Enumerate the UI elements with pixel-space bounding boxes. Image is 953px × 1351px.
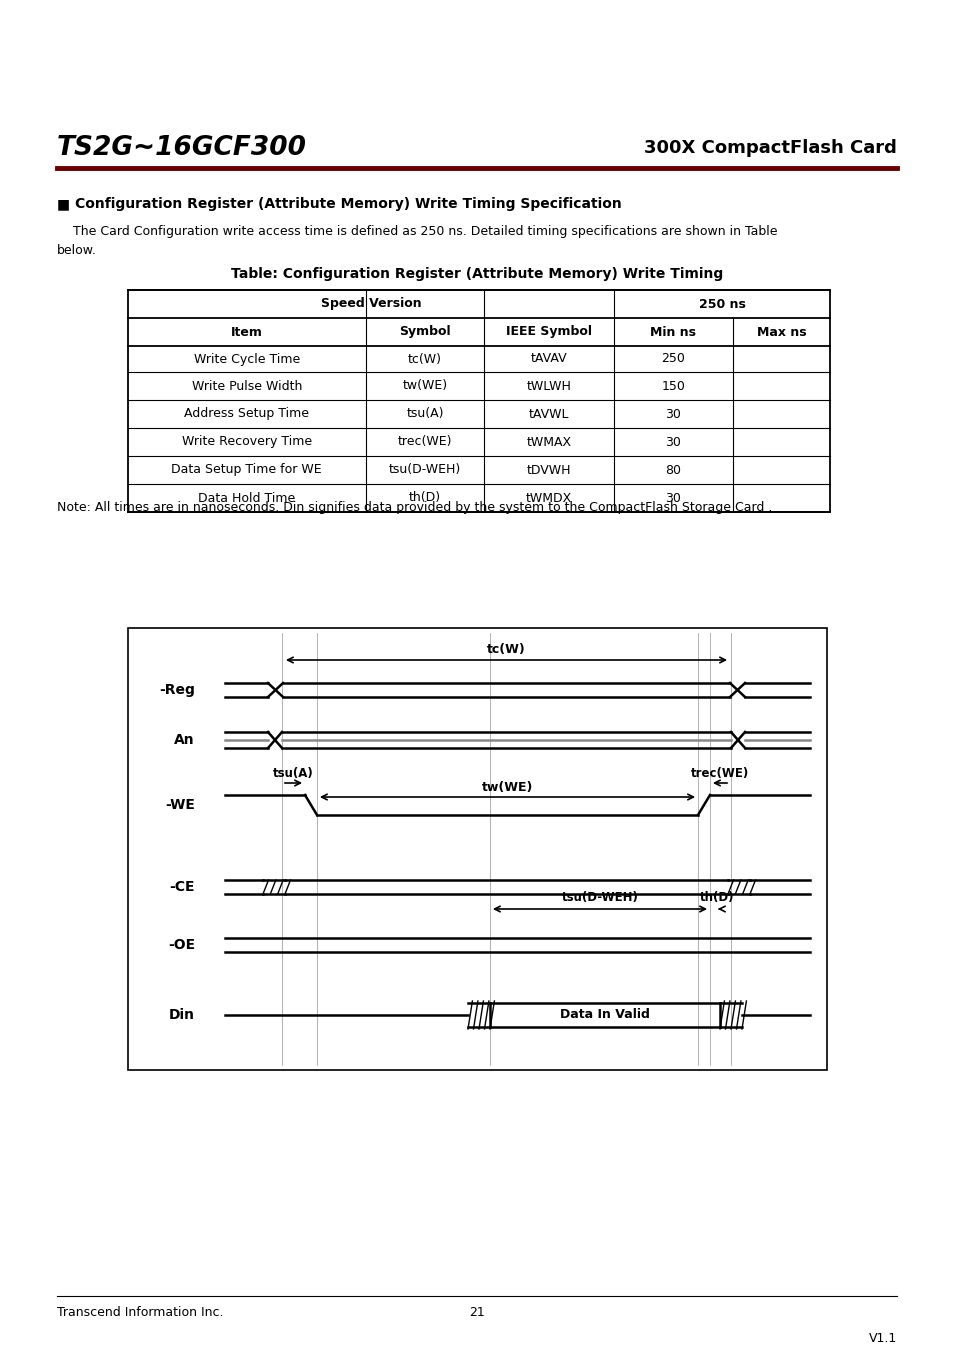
Text: -CE: -CE — [170, 880, 194, 894]
Text: tsu(A): tsu(A) — [273, 766, 314, 780]
Text: Configuration Register (Attribute Memory) Write Timing Specification: Configuration Register (Attribute Memory… — [75, 197, 621, 211]
Text: tWLWH: tWLWH — [526, 380, 571, 393]
Text: trec(WE): trec(WE) — [397, 435, 452, 449]
Text: Symbol: Symbol — [398, 326, 451, 339]
Text: -WE: -WE — [165, 798, 194, 812]
Bar — [128, 628, 826, 1070]
Text: Data Hold Time: Data Hold Time — [198, 492, 295, 504]
Text: th(D): th(D) — [409, 492, 440, 504]
Text: Data In Valid: Data In Valid — [559, 1008, 649, 1021]
Text: tAVAV: tAVAV — [530, 353, 567, 366]
Text: Address Setup Time: Address Setup Time — [184, 408, 309, 420]
Text: th(D): th(D) — [700, 892, 734, 905]
Text: below.: below. — [57, 243, 97, 257]
Bar — [128, 290, 829, 512]
Text: Write Recovery Time: Write Recovery Time — [182, 435, 312, 449]
Text: 250: 250 — [660, 353, 684, 366]
Text: -OE: -OE — [168, 938, 194, 952]
Text: 30: 30 — [665, 492, 680, 504]
Text: tsu(A): tsu(A) — [406, 408, 443, 420]
Text: tDVWH: tDVWH — [526, 463, 571, 477]
Text: 30: 30 — [665, 408, 680, 420]
Text: The Card Configuration write access time is defined as 250 ns. Detailed timing s: The Card Configuration write access time… — [57, 226, 777, 239]
Text: Item: Item — [231, 326, 262, 339]
Text: Max ns: Max ns — [756, 326, 805, 339]
Text: Table: Configuration Register (Attribute Memory) Write Timing: Table: Configuration Register (Attribute… — [231, 267, 722, 281]
Text: Write Cycle Time: Write Cycle Time — [193, 353, 299, 366]
Text: 300X CompactFlash Card: 300X CompactFlash Card — [643, 139, 896, 157]
Text: Note: All times are in nanoseconds. Din signifies data provided by the system to: Note: All times are in nanoseconds. Din … — [57, 501, 772, 515]
Text: Min ns: Min ns — [650, 326, 696, 339]
Text: tsu(D-WEH): tsu(D-WEH) — [389, 463, 460, 477]
Text: trec(WE): trec(WE) — [690, 766, 748, 780]
Text: V1.1: V1.1 — [868, 1332, 896, 1344]
Text: 250 ns: 250 ns — [698, 297, 744, 311]
Text: tc(W): tc(W) — [487, 643, 525, 657]
Text: Din: Din — [169, 1008, 194, 1021]
Text: 21: 21 — [469, 1306, 484, 1320]
Text: tw(WE): tw(WE) — [481, 781, 533, 793]
Text: 80: 80 — [664, 463, 680, 477]
Text: tc(W): tc(W) — [408, 353, 441, 366]
Text: Data Setup Time for WE: Data Setup Time for WE — [172, 463, 322, 477]
Text: TS2G~16GCF300: TS2G~16GCF300 — [57, 135, 307, 161]
Text: An: An — [174, 734, 194, 747]
Text: 30: 30 — [665, 435, 680, 449]
Text: Write Pulse Width: Write Pulse Width — [192, 380, 302, 393]
Text: IEEE Symbol: IEEE Symbol — [506, 326, 592, 339]
Text: Transcend Information Inc.: Transcend Information Inc. — [57, 1306, 223, 1320]
Text: 150: 150 — [660, 380, 684, 393]
Text: tw(WE): tw(WE) — [402, 380, 447, 393]
Text: -Reg: -Reg — [159, 684, 194, 697]
Text: tsu(D-WEH): tsu(D-WEH) — [561, 892, 638, 905]
Text: tWMAX: tWMAX — [526, 435, 571, 449]
Text: Speed Version: Speed Version — [320, 297, 421, 311]
Text: tWMDX: tWMDX — [525, 492, 572, 504]
Text: tAVWL: tAVWL — [528, 408, 569, 420]
Text: ■: ■ — [57, 197, 71, 211]
